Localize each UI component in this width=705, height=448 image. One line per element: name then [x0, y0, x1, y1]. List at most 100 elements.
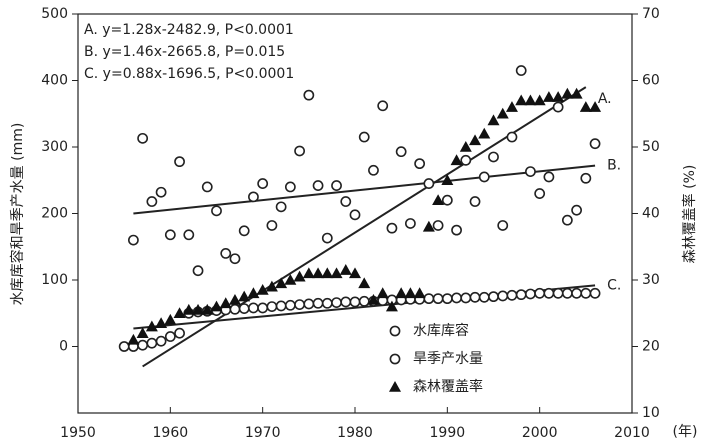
data-point: [192, 265, 204, 277]
data-point: [312, 297, 324, 309]
data-point: [238, 225, 250, 237]
data-point: [340, 196, 352, 207]
data-point: [284, 299, 296, 311]
x-tick-label: 2000: [522, 425, 558, 441]
data-point: [256, 283, 269, 295]
fit-label: B.: [607, 158, 621, 174]
data-point: [155, 186, 167, 198]
data-point: [395, 146, 407, 158]
data-point: [220, 247, 232, 259]
data-point: [552, 287, 564, 299]
data-point: [488, 151, 499, 163]
data-point: [423, 178, 435, 189]
data-point: [275, 300, 287, 312]
fit-line: [142, 86, 587, 368]
x-tick-label: 1960: [153, 425, 189, 441]
data-point: [294, 145, 305, 157]
data-point: [451, 292, 462, 304]
y2-tick-label: 40: [642, 206, 660, 222]
y-tick-label: 100: [41, 272, 68, 288]
data-point: [275, 277, 288, 289]
data-point: [377, 100, 389, 112]
data-point: [358, 277, 371, 289]
data-point: [266, 301, 278, 312]
data-point: [183, 229, 195, 241]
data-point: [229, 303, 241, 315]
data-point: [265, 280, 278, 292]
data-point: [182, 303, 195, 315]
x-tick-label: 1990: [430, 425, 466, 441]
y-tick-label: 200: [41, 206, 68, 222]
data-point: [229, 253, 241, 265]
y2-tick-label: 50: [642, 139, 660, 155]
data-point: [201, 181, 213, 193]
data-point: [146, 196, 158, 207]
data-point: [210, 300, 223, 312]
data-point: [211, 205, 222, 217]
data-point: [469, 291, 481, 303]
legend-marker: [389, 381, 401, 392]
x-tick-label: 2010: [614, 425, 650, 441]
data-point: [127, 234, 139, 246]
data-point: [340, 296, 352, 308]
data-point: [164, 331, 176, 342]
data-point: [321, 297, 333, 309]
fit-label: A.: [598, 91, 612, 107]
data-point: [525, 166, 536, 178]
data-point: [302, 267, 315, 279]
data-point: [385, 300, 398, 312]
data-point: [164, 313, 177, 325]
data-point: [312, 267, 325, 279]
data-point: [137, 339, 149, 351]
data-point: [349, 267, 361, 279]
data-point: [155, 335, 167, 347]
data-point: [136, 327, 149, 338]
data-point: [376, 287, 389, 299]
data-point: [423, 293, 435, 305]
data-point: [478, 171, 490, 183]
data-point: [450, 154, 463, 166]
y2-tick-label: 20: [642, 339, 660, 355]
data-point: [386, 222, 398, 234]
data-point: [330, 267, 343, 279]
data-point: [589, 101, 602, 112]
data-point: [173, 307, 186, 319]
data-point: [367, 293, 380, 305]
data-point: [487, 114, 500, 126]
data-point: [432, 194, 445, 205]
data-point: [505, 101, 518, 112]
data-point: [451, 224, 462, 236]
data-point: [358, 295, 370, 307]
data-point: [478, 291, 490, 303]
data-point: [488, 291, 499, 303]
data-point: [192, 303, 205, 315]
legend-marker: [389, 353, 401, 365]
data-point: [368, 164, 379, 176]
data-point: [303, 298, 315, 310]
data-point: [515, 289, 527, 301]
data-point: [570, 87, 583, 99]
data-point: [552, 91, 565, 102]
x-axis-label: (年): [673, 424, 698, 440]
data-point: [257, 302, 269, 314]
data-point: [460, 292, 472, 304]
data-point: [497, 220, 509, 231]
data-point: [441, 194, 453, 206]
data-point: [155, 317, 168, 329]
data-point: [589, 138, 601, 150]
data-point: [395, 287, 408, 299]
data-point: [422, 220, 435, 232]
data-point: [441, 293, 453, 305]
data-point: [469, 196, 481, 207]
data-point: [331, 297, 342, 309]
data-point: [515, 65, 527, 76]
data-point: [303, 89, 315, 101]
data-point: [542, 91, 555, 102]
data-point: [321, 232, 333, 244]
data-point: [506, 289, 518, 301]
data-point: [506, 131, 518, 143]
data-point: [293, 270, 306, 282]
y2-axis-label: 森林覆盖率 (%): [681, 165, 698, 264]
annotation: A. y=1.28x-2482.9, P<0.0001: [84, 22, 294, 38]
